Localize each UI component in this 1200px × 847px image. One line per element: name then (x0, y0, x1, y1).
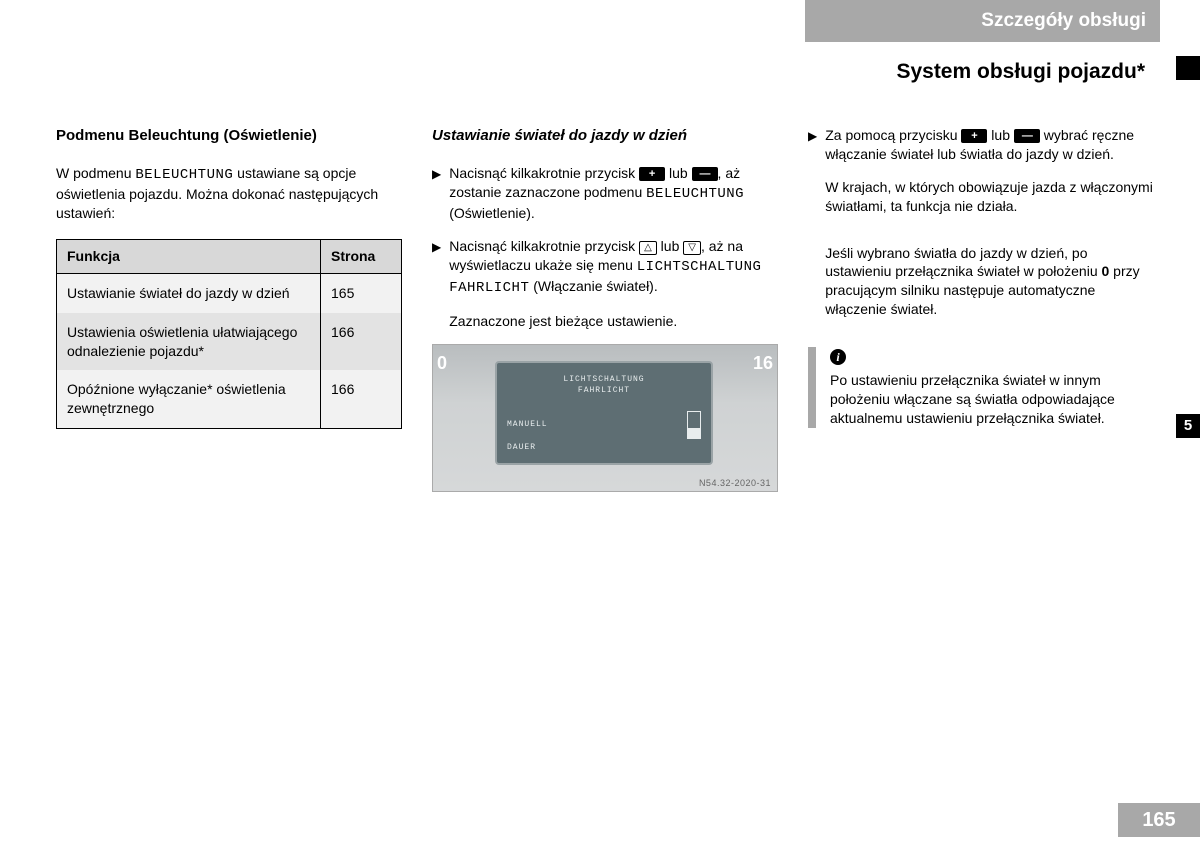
image-reference: N54.32-2020-31 (699, 477, 771, 489)
chapter-tab: 5 (1176, 414, 1200, 438)
col1-heading: Podmenu Beleuchtung (Oświetlenie) (56, 126, 402, 146)
cell-func: Ustawianie świateł do jazdy w dzień (57, 273, 321, 312)
step-arrow-icon: ▶ (808, 126, 817, 164)
cell-func: Ustawienia oświetlenia ułatwiającego odn… (57, 313, 321, 371)
para-block: ▶ Jeśli wybrano światła do jazdy w dzień… (808, 244, 1154, 334)
corner-marker (1176, 56, 1200, 80)
step-arrow-icon: ▶ (432, 164, 441, 223)
cell-page: 165 (321, 273, 402, 312)
th-page: Strona (321, 239, 402, 273)
txt: lub (987, 127, 1013, 143)
cell-page: 166 (321, 370, 402, 428)
cell-func: Opóźnione wyłączanie* oświetlenia zewnęt… (57, 370, 321, 428)
step-text: Za pomocą przycisku + lub — wybrać ręczn… (825, 126, 1154, 164)
gauge-right-num: 16 (753, 351, 773, 375)
plus-button-icon: + (961, 129, 987, 143)
para-block: ▶ W krajach, w których obowiązuje jazda … (808, 178, 1154, 230)
step-3: ▶ Za pomocą przycisku + lub — wybrać ręc… (808, 126, 1154, 164)
paragraph: Jeśli wybrano światła do jazdy w dzień, … (825, 244, 1154, 320)
txt: lub (665, 165, 691, 181)
column-3: ▶ Za pomocą przycisku + lub — wybrać ręc… (808, 126, 1154, 492)
col2-heading: Ustawianie świateł do jazdy w dzień (432, 126, 778, 146)
plus-button-icon: + (639, 167, 665, 181)
note-text: Zaznaczone jest bieżące ustawienie. (449, 312, 778, 331)
table-row: Opóźnione wyłączanie* oświetlenia zewnęt… (57, 370, 402, 428)
col1-intro: W podmenu BELEUCHTUNG ustawiane są opcje… (56, 164, 402, 223)
minus-button-icon: — (692, 167, 718, 181)
paragraph: W krajach, w których obowiązuje jazda z … (825, 178, 1154, 216)
intro-part-0: W podmenu (56, 165, 135, 181)
column-2: Ustawianie świateł do jazdy w dzień ▶ Na… (432, 126, 778, 492)
function-table: Funkcja Strona Ustawianie świateł do jaz… (56, 239, 402, 429)
txt: Jeśli wybrano światła do jazdy w dzień, … (825, 245, 1101, 280)
screen-line-2: FAHRLICHT (507, 386, 701, 397)
page-number: 165 (1118, 803, 1200, 837)
column-1: Podmenu Beleuchtung (Oświetlenie) W podm… (56, 126, 402, 492)
txt: (Włączanie świateł). (529, 278, 657, 294)
table-header-row: Funkcja Strona (57, 239, 402, 273)
step-2: ▶ Nacisnąć kilkakrotnie przycisk △ lub ▽… (432, 237, 778, 298)
table-row: Ustawienia oświetlenia ułatwiającego odn… (57, 313, 402, 371)
cell-page: 166 (321, 313, 402, 371)
table-row: Ustawianie świateł do jazdy w dzień 165 (57, 273, 402, 312)
txt: lub (657, 238, 683, 254)
screen-left-label: MANUELL (507, 420, 548, 431)
screen-line-1: LICHTSCHALTUNG (507, 375, 701, 386)
minus-button-icon: — (1014, 129, 1040, 143)
txt: Nacisnąć kilkakrotnie przycisk (449, 238, 639, 254)
txt: Za pomocą przycisku (825, 127, 961, 143)
step-text: Nacisnąć kilkakrotnie przycisk + lub —, … (449, 164, 778, 223)
th-func: Funkcja (57, 239, 321, 273)
step-arrow-icon: ▶ (432, 237, 441, 298)
screen-right-label: DAUER (507, 443, 536, 454)
txt: Nacisnąć kilkakrotnie przycisk (449, 165, 639, 181)
info-note: i Po ustawieniu przełącznika świateł w i… (808, 347, 1154, 428)
info-text: Po ustawieniu przełącznika świateł w inn… (830, 371, 1154, 428)
slider-bar-icon (687, 411, 701, 439)
up-button-icon: △ (639, 241, 657, 255)
intro-mono: BELEUCHTUNG (135, 167, 233, 183)
mono-text: BELEUCHTUNG (646, 186, 744, 202)
content-columns: Podmenu Beleuchtung (Oświetlenie) W podm… (56, 126, 1156, 492)
info-icon: i (830, 349, 846, 365)
step-1: ▶ Nacisnąć kilkakrotnie przycisk + lub —… (432, 164, 778, 223)
step-note: ▶ Zaznaczone jest bieżące ustawienie. (432, 312, 778, 331)
step-text: Nacisnąć kilkakrotnie przycisk △ lub ▽, … (449, 237, 778, 298)
section-title: System obsługi pojazdu* (805, 58, 1145, 86)
down-button-icon: ▽ (683, 241, 701, 255)
gauge-left-num: 0 (437, 351, 447, 375)
lcd-screen: LICHTSCHALTUNG FAHRLICHT MANUELL DAUER (495, 361, 713, 465)
txt: (Oświetlenie). (449, 205, 535, 221)
dashboard-display: 0 16 LICHTSCHALTUNG FAHRLICHT MANUELL DA… (432, 344, 778, 492)
header-category: Szczegóły obsługi (805, 0, 1160, 42)
